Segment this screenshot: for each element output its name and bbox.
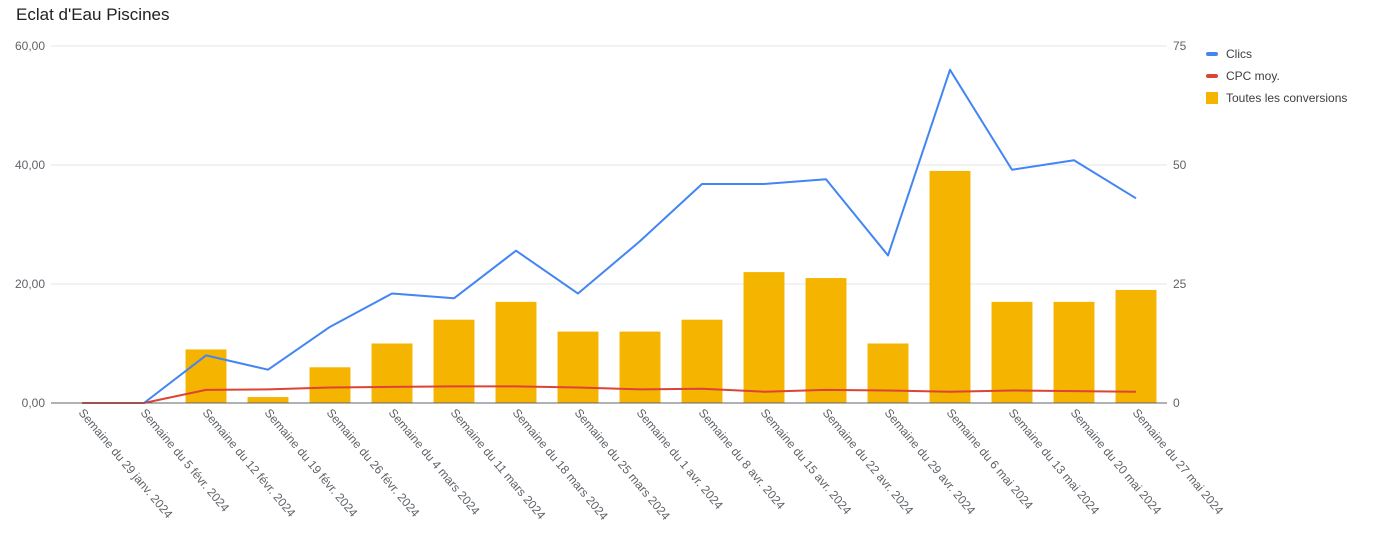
y-tick-label: 60,00 [15, 39, 45, 53]
legend-label: Toutes les conversions [1226, 91, 1347, 105]
bar [619, 331, 661, 403]
y-tick-label: 20,00 [15, 277, 45, 291]
bar [371, 343, 413, 403]
bar [247, 397, 289, 403]
bar [805, 278, 847, 403]
legend-label: Clics [1226, 47, 1252, 61]
y2-tick-label: 0 [1173, 396, 1180, 410]
bar [1115, 289, 1157, 403]
legend-label: CPC moy. [1226, 69, 1280, 83]
y2-tick-label: 75 [1173, 39, 1187, 53]
line-series [82, 68, 1137, 404]
y2-tick-label: 50 [1173, 158, 1187, 172]
y2-tick-label: 25 [1173, 277, 1187, 291]
bar [309, 367, 351, 403]
bar [929, 170, 971, 403]
bar [433, 319, 475, 403]
y-tick-label: 40,00 [15, 158, 45, 172]
legend-swatch [1206, 74, 1218, 78]
bar [1053, 301, 1095, 403]
bar [867, 343, 909, 403]
bar [743, 272, 785, 403]
legend-swatch [1206, 92, 1218, 104]
bar [185, 349, 227, 403]
y-tick-label: 0,00 [22, 396, 46, 410]
bar [681, 319, 723, 403]
bar [557, 331, 599, 403]
chart-title: Eclat d'Eau Piscines [16, 5, 170, 24]
bar [495, 301, 537, 403]
line-series [82, 385, 1137, 404]
bar [991, 301, 1033, 403]
legend-swatch [1206, 52, 1218, 56]
